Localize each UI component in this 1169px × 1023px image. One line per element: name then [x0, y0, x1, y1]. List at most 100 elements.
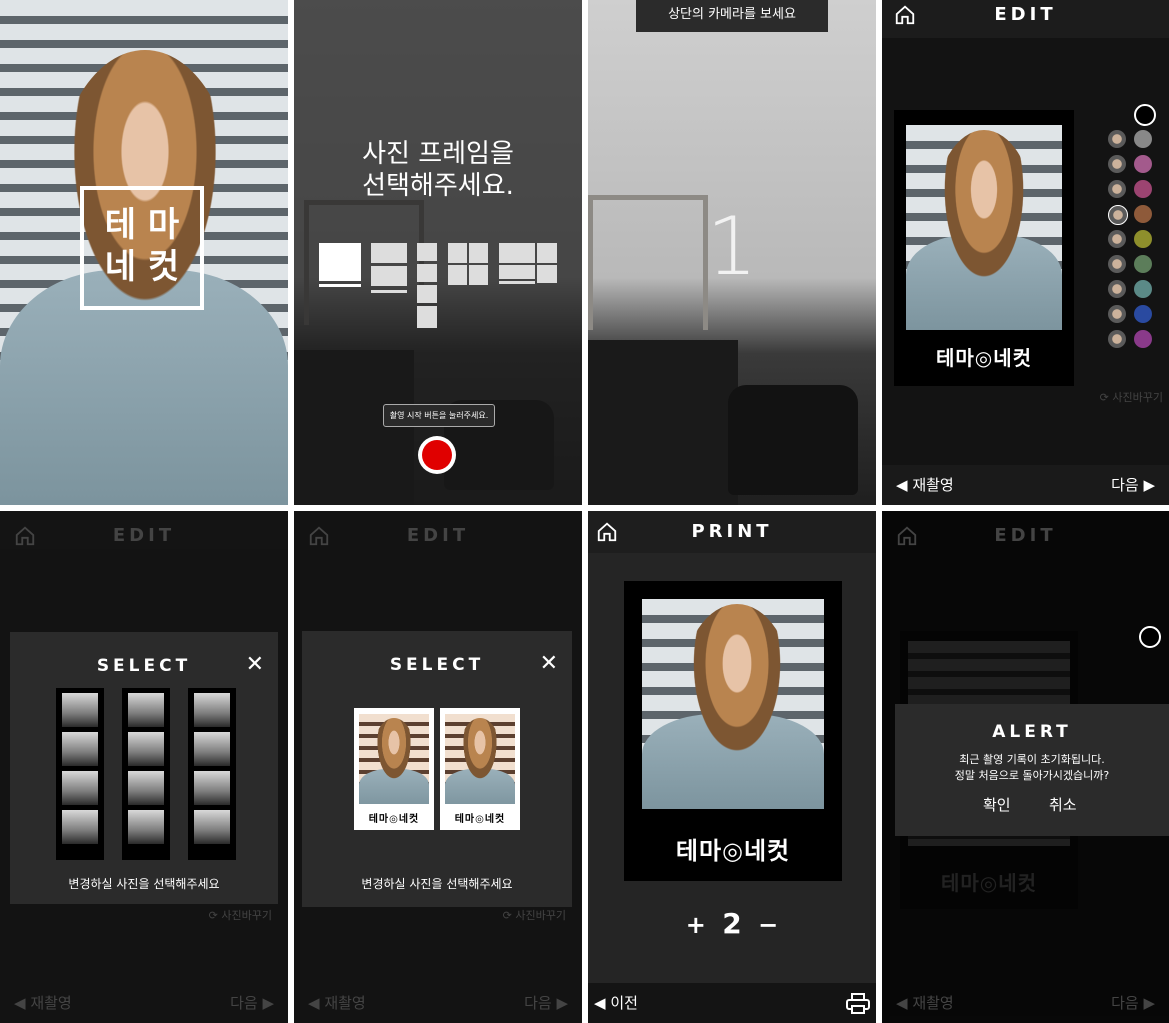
next-button[interactable]: 다음 ▶	[230, 992, 274, 1013]
alert-title: ALERT	[992, 722, 1072, 742]
color-swatch-mauve[interactable]	[1134, 155, 1152, 173]
photo-strip-option[interactable]	[188, 688, 236, 860]
photo-thumb[interactable]	[1108, 305, 1126, 323]
confirm-button[interactable]: 확인	[983, 796, 1011, 814]
page-title: EDIT	[112, 525, 176, 546]
color-swatch-olive[interactable]	[1134, 230, 1152, 248]
alert-modal: ALERT 최근 촬영 기록이 초기화됩니다. 정말 처음으로 돌아가시겠습니까…	[895, 704, 1169, 836]
top-bar	[0, 511, 288, 549]
photo-strip-option[interactable]	[56, 688, 104, 860]
table	[588, 340, 738, 505]
color-swatch-gray[interactable]	[1134, 130, 1152, 148]
home-icon[interactable]	[896, 525, 918, 547]
record-button[interactable]	[418, 436, 456, 474]
page-title: EDIT	[406, 525, 470, 546]
photo-thumb[interactable]	[1108, 330, 1126, 348]
copy-counter: + 2 −	[588, 907, 876, 940]
photo-logo: 테마◎네컷	[368, 814, 420, 825]
cancel-button[interactable]: 취소	[1049, 796, 1077, 814]
change-photo-label: 사진바꾸기	[221, 909, 272, 922]
frame-option-wide[interactable]	[499, 243, 557, 285]
retake-button[interactable]: ◀ 재촬영	[308, 992, 366, 1013]
frame-option-grid[interactable]	[448, 243, 488, 289]
color-swatch-purple[interactable]	[1134, 330, 1152, 348]
photo-thumb[interactable]	[1108, 130, 1126, 148]
frame-option-double[interactable]	[371, 243, 407, 295]
chevron-left-icon: ◀	[14, 994, 26, 1012]
photo-thumb[interactable]	[1108, 155, 1126, 173]
chevron-right-icon: ▶	[1143, 476, 1155, 494]
next-button[interactable]: 다음 ▶	[1111, 992, 1155, 1013]
next-button[interactable]: 다음 ▶	[1111, 474, 1155, 495]
photo-thumb-selected[interactable]	[1108, 205, 1128, 225]
frame-photo[interactable]	[906, 125, 1062, 330]
color-swatch-black[interactable]	[1139, 626, 1161, 648]
chevron-right-icon: ▶	[1143, 994, 1155, 1012]
print-preview: 테마◎네컷	[624, 581, 842, 881]
photo-thumb[interactable]	[1108, 180, 1126, 198]
modal-footer: 변경하실 사진을 선택해주세요	[361, 877, 513, 891]
retake-button[interactable]: ◀ 재촬영	[896, 474, 954, 495]
photo-frame: 테마◎네컷	[894, 110, 1074, 386]
camera-bag	[728, 385, 858, 495]
home-icon[interactable]	[308, 525, 330, 547]
increase-button[interactable]: +	[685, 911, 706, 939]
photo-option[interactable]: 테마◎네컷	[354, 708, 434, 830]
prev-label: 이전	[610, 994, 638, 1012]
home-icon[interactable]	[14, 525, 36, 547]
photo-strip-option[interactable]	[122, 688, 170, 860]
logo-line-bottom: 네 컷	[104, 247, 180, 287]
photo-thumb[interactable]	[1108, 280, 1126, 298]
subject-portrait	[55, 50, 235, 340]
prev-button[interactable]: ◀ 이전	[594, 992, 638, 1013]
color-swatch-black[interactable]	[1134, 104, 1156, 126]
color-swatch-blue[interactable]	[1134, 305, 1152, 323]
color-swatch-green[interactable]	[1134, 255, 1152, 273]
next-label: 다음	[1111, 994, 1139, 1012]
camera-banner: 상단의 카메라를 보세요	[636, 0, 828, 32]
photo-option[interactable]: 테마◎네컷	[440, 708, 520, 830]
select-modal: SELECT ✕ 테마◎네컷 테마◎네컷 변경하실 사진을 선택해주세요	[302, 631, 572, 907]
close-icon[interactable]: ✕	[245, 652, 264, 677]
countdown-number: 1	[706, 200, 758, 293]
home-icon[interactable]	[596, 521, 618, 543]
countdown-screen: 상단의 카메라를 보세요 1	[588, 0, 876, 505]
change-photo-button[interactable]: ⟳ 사진바꾸기	[503, 907, 566, 923]
decrease-button[interactable]: −	[758, 911, 779, 939]
frame-option-single[interactable]	[319, 243, 361, 289]
next-label: 다음	[1111, 476, 1139, 494]
color-swatch-plum[interactable]	[1134, 180, 1152, 198]
home-icon[interactable]	[894, 4, 916, 26]
retake-label: 재촬영	[30, 994, 72, 1012]
retake-button[interactable]: ◀ 재촬영	[14, 992, 72, 1013]
color-swatch-teal[interactable]	[1134, 280, 1152, 298]
modal-title: SELECT	[96, 656, 192, 676]
next-button[interactable]: 다음 ▶	[524, 992, 568, 1013]
print-logo: 테마◎네컷	[675, 837, 791, 865]
chevron-right-icon: ▶	[262, 994, 274, 1012]
retake-label: 재촬영	[912, 994, 954, 1012]
printer-icon[interactable]	[846, 993, 870, 1015]
next-label: 다음	[230, 994, 258, 1012]
select-strips-screen: EDIT SELECT ✕ 변경하실 사진을 선택해주세요 ⟳ 사진바꾸기 ◀ …	[0, 511, 288, 1023]
color-swatch-brown[interactable]	[1134, 205, 1152, 223]
print-screen: PRINT 테마◎네컷 + 2 − ◀ 이전	[588, 511, 876, 1023]
refresh-icon: ⟳	[208, 909, 218, 922]
photo-thumb[interactable]	[1108, 255, 1126, 273]
select-photos-screen: EDIT SELECT ✕ 테마◎네컷 테마◎네컷 변경하실 사진을 선택해주세…	[294, 511, 582, 1023]
retake-label: 재촬영	[912, 476, 954, 494]
next-label: 다음	[524, 994, 552, 1012]
retake-button[interactable]: ◀ 재촬영	[896, 992, 954, 1013]
frame-option-strip[interactable]	[417, 243, 437, 331]
modal-title: SELECT	[389, 655, 485, 675]
close-icon[interactable]: ✕	[539, 651, 558, 676]
change-photo-button[interactable]: ⟳ 사진바꾸기	[209, 907, 272, 923]
splash-screen[interactable]: 테 마 네 컷	[0, 0, 288, 505]
banner-text: 상단의 카메라를 보세요	[668, 7, 796, 22]
chevron-left-icon: ◀	[896, 476, 908, 494]
prompt-line-1: 사진 프레임을	[362, 139, 514, 169]
chevron-left-icon: ◀	[594, 994, 606, 1012]
change-photo-button[interactable]: ⟳ 사진바꾸기	[1100, 389, 1163, 405]
photo-thumb[interactable]	[1108, 230, 1126, 248]
frame-select-screen: 사진 프레임을 선택해주세요. 촬영 시작 버튼을 눌러주세요.	[294, 0, 582, 505]
